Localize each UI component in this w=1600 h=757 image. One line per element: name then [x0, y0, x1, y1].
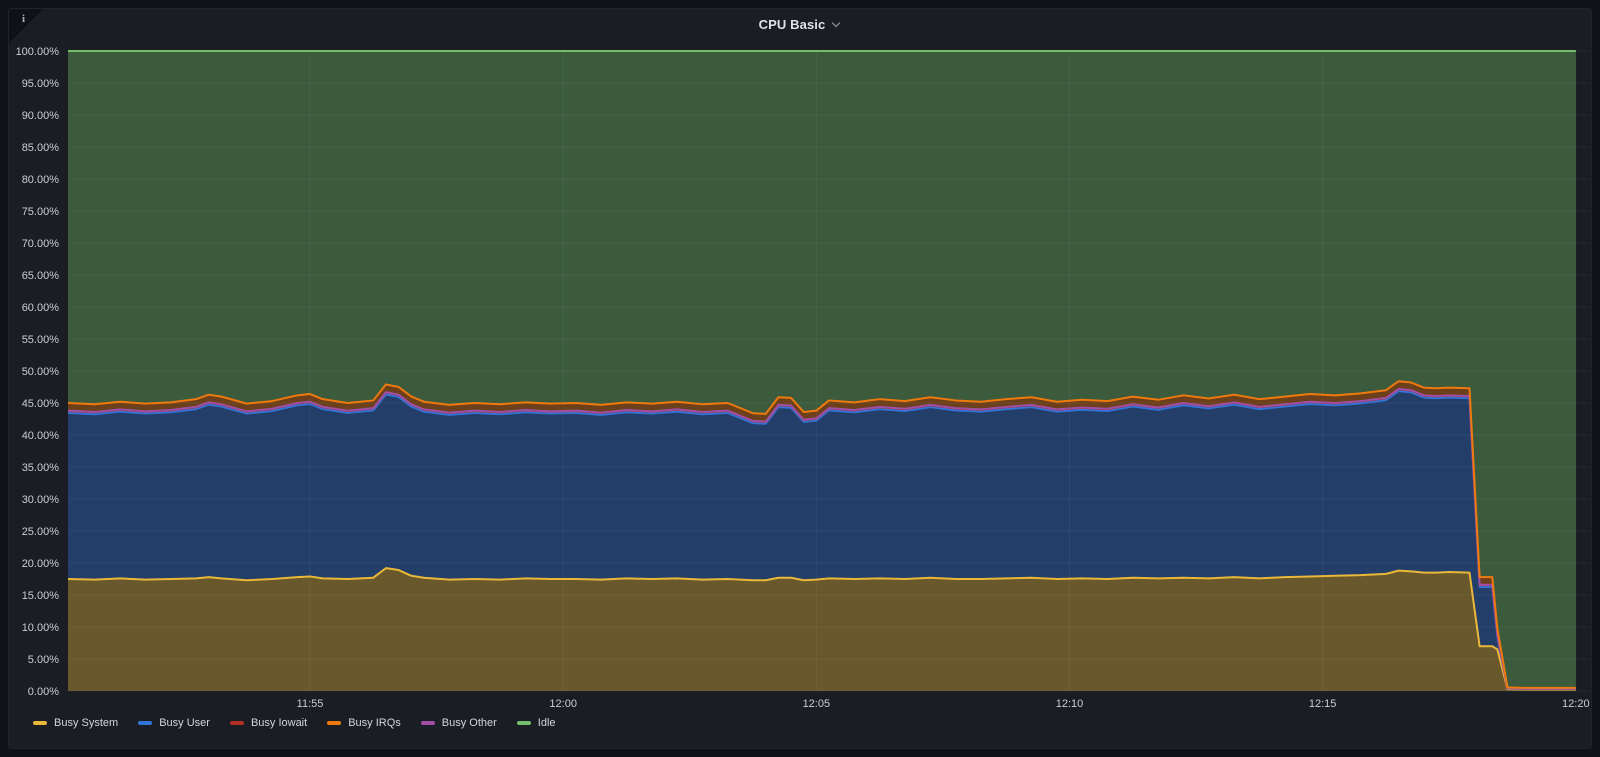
y-axis-tick-label: 0.00% — [28, 686, 59, 698]
x-axis-tick-label: 12:20 — [1562, 698, 1590, 710]
x-axis-tick-label: 12:10 — [1056, 698, 1084, 710]
line-busy_system — [67, 567, 1576, 691]
line-busy_irqs — [67, 380, 1576, 689]
y-axis-tick-label: 75.00% — [22, 206, 60, 218]
y-axis-tick-label: 25.00% — [22, 526, 60, 538]
area-busy_user — [68, 391, 1576, 690]
y-axis-tick-label: 30.00% — [22, 494, 60, 506]
legend-item-busy_irqs[interactable]: Busy IRQs — [327, 717, 401, 729]
y-axis-tick-label: 85.00% — [22, 142, 60, 154]
panel-title: CPU Basic — [758, 16, 826, 32]
legend-swatch-busy_user — [138, 721, 153, 725]
y-axis-tick-label: 10.00% — [22, 622, 60, 634]
legend-label: Busy User — [159, 717, 210, 729]
legend-swatch-idle — [516, 721, 531, 725]
y-axis-tick-label: 15.00% — [22, 590, 60, 602]
legend-swatch-busy_system — [33, 721, 47, 725]
legend-label: Idle — [537, 717, 556, 729]
y-axis-tick-label: 40.00% — [22, 430, 60, 442]
series-lines — [67, 50, 1576, 691]
y-axis-tick-label: 35.00% — [22, 462, 60, 474]
y-axis-tick-label: 50.00% — [22, 366, 60, 378]
legend-label: Busy Other — [441, 717, 497, 729]
y-axis-tick-label: 45.00% — [22, 398, 60, 410]
legend-swatch-busy_iowait — [229, 721, 244, 725]
legend-label: Busy Iowait — [250, 717, 308, 729]
chart-legend: Busy System Busy User Busy Iowait Busy IRQs… — [33, 714, 556, 732]
legend-item-busy_iowait[interactable]: Busy Iowait — [229, 717, 308, 729]
legend-item-idle[interactable]: Idle — [516, 717, 556, 729]
line-busy_other — [67, 387, 1576, 690]
y-axis-tick-label: 70.00% — [22, 238, 60, 250]
x-axis-tick-label: 11:55 — [297, 698, 324, 710]
area-fills — [68, 51, 1576, 691]
chevron-down-icon — [831, 20, 841, 30]
y-axis-tick-label: 55.00% — [22, 334, 60, 346]
info-icon[interactable]: i — [22, 13, 26, 25]
legend-swatch-busy_irqs — [327, 721, 342, 725]
x-axis-tick-label: 12:05 — [803, 698, 831, 710]
legend-item-busy_other[interactable]: Busy Other — [420, 717, 497, 729]
legend-item-busy_user[interactable]: Busy User — [138, 717, 210, 729]
legend-label: Busy System — [54, 717, 119, 729]
x-axis-tick-label: 12:00 — [549, 698, 577, 710]
y-axis-tick-label: 65.00% — [22, 270, 60, 282]
y-axis-tick-label: 5.00% — [28, 654, 59, 666]
axis-labels: 100.00% 95.00% 90.00% 85.00% 80.00% 75.00% 70.… — [16, 46, 1590, 710]
legend-item-busy_system[interactable]: Busy System — [33, 717, 118, 729]
y-axis-tick-label: 95.00% — [22, 78, 60, 90]
legend-label: Busy IRQs — [348, 717, 401, 729]
panel-info-corner — [9, 9, 43, 43]
area-idle — [68, 51, 1576, 688]
cpu-usage-stacked-area-chart[interactable]: 100.00% 95.00% 90.00% 85.00% 80.00% 75.00% 70.… — [9, 9, 1592, 749]
x-axis-tick-label: 12:15 — [1309, 698, 1337, 710]
line-busy_user — [67, 390, 1576, 690]
y-axis-tick-label: 100.00% — [16, 46, 60, 58]
y-axis-tick-label: 60.00% — [22, 302, 60, 314]
legend-swatch-busy_other — [420, 721, 435, 725]
y-axis-tick-label: 90.00% — [22, 110, 60, 122]
y-axis-tick-label: 20.00% — [22, 558, 60, 570]
y-axis-tick-label: 80.00% — [22, 174, 60, 186]
grafana-panel: i CPU Basic 100.00% 95.00% 90.00% 85.00% 80.… — [8, 8, 1592, 749]
grid-lines — [68, 50, 1590, 692]
area-busy_system — [68, 568, 1576, 691]
panel-header[interactable]: CPU Basic — [9, 9, 1591, 39]
